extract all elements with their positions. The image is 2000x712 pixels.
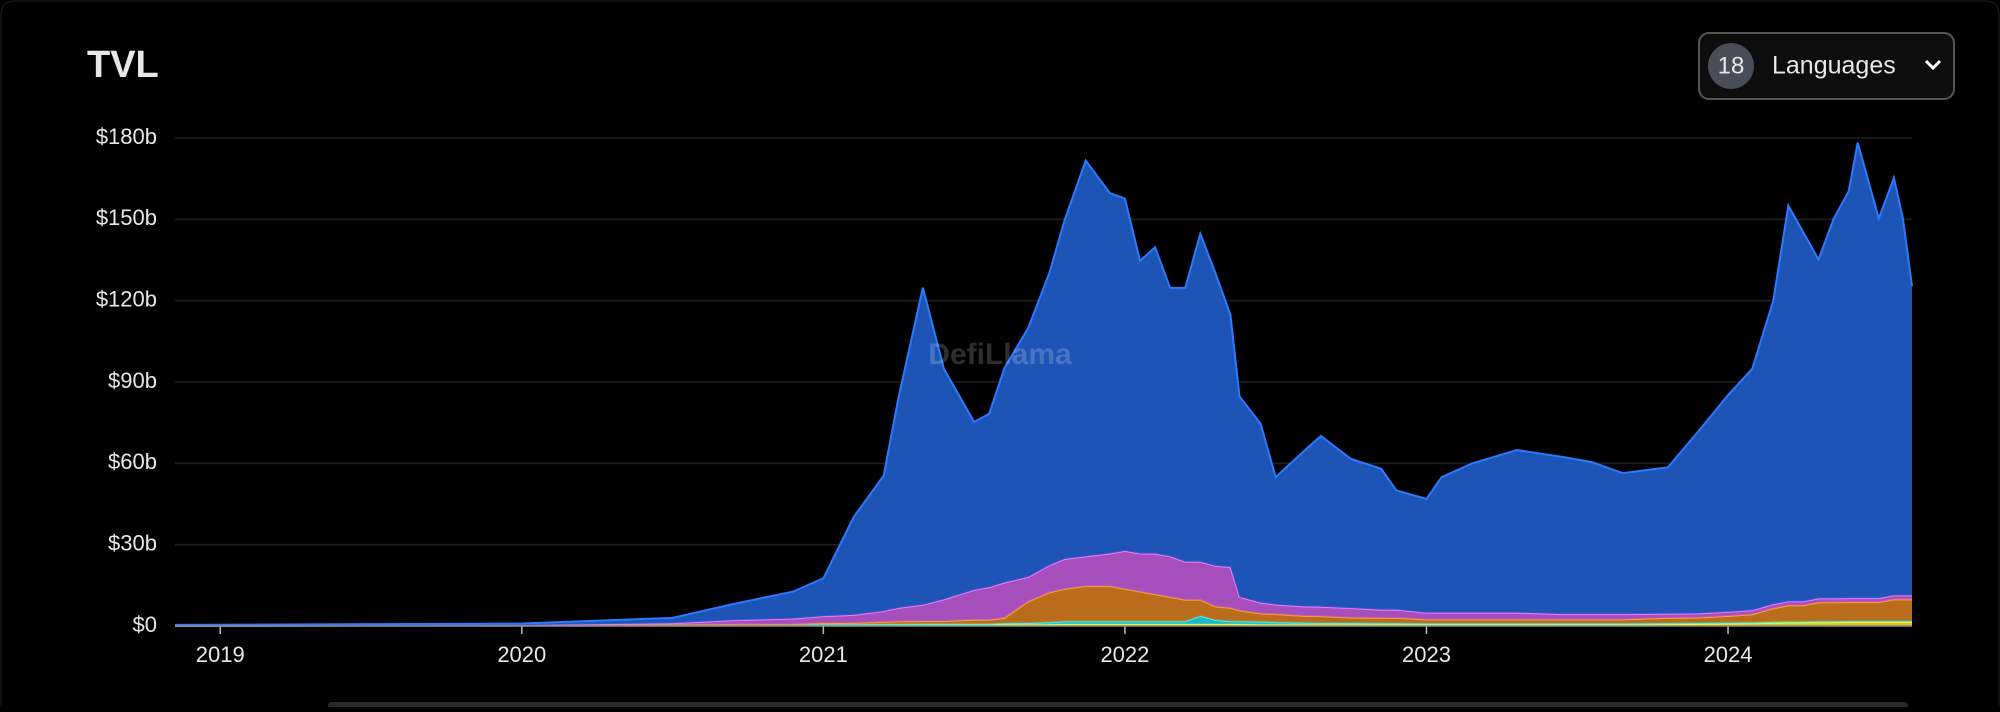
area <box>175 586 1912 626</box>
y-tick-label: $120b <box>96 286 157 311</box>
selector-label: Languages <box>1772 52 1896 80</box>
area <box>175 615 1912 626</box>
x-tick-label: 2022 <box>1100 642 1149 667</box>
count: 18 <box>1718 52 1745 79</box>
scrollbar[interactable] <box>328 702 1908 710</box>
area <box>175 142 1912 626</box>
y-tick-label: $30b <box>108 530 157 555</box>
y-tick-label: $180b <box>96 124 157 149</box>
area-edge <box>174 142 1913 626</box>
x-tick-label: 2019 <box>196 642 245 667</box>
y-tick-label: $150b <box>96 205 157 230</box>
area <box>175 550 1912 626</box>
x-tick-label: 2020 <box>497 642 546 667</box>
chart-title: TVL <box>87 44 159 86</box>
chevron <box>1924 59 1942 71</box>
y-tick-label: $90b <box>108 368 157 393</box>
language-selector[interactable]: 18 Languages <box>1698 32 1955 100</box>
y-tick-label: $0 <box>133 612 157 637</box>
x-tick-label: 2023 <box>1402 642 1451 667</box>
x-tick-label: 2021 <box>799 642 848 667</box>
watermark: DefiLlama <box>928 338 1072 371</box>
y-tick-label: $60b <box>108 449 157 474</box>
selector-box[interactable] <box>1698 32 1955 100</box>
x-tick-label: 2024 <box>1704 642 1753 667</box>
count-badge <box>1708 43 1754 89</box>
